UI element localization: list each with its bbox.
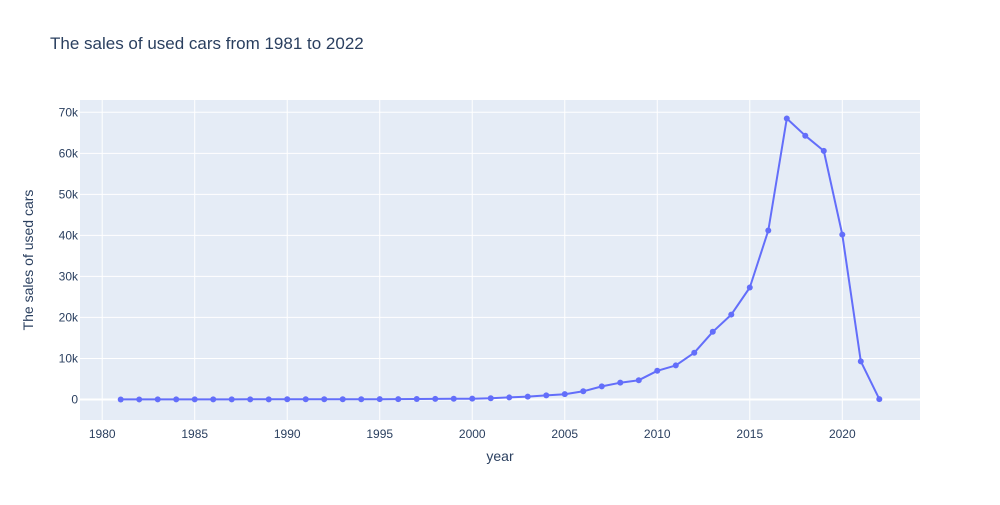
x-tick-label: 1995 <box>366 427 393 441</box>
y-axis-label: The sales of used cars <box>20 190 36 331</box>
x-tick-label: 2015 <box>736 427 763 441</box>
y-tick-label: 50k <box>59 187 79 201</box>
y-tick-label: 20k <box>59 310 79 324</box>
data-point <box>802 132 809 139</box>
data-point <box>173 396 180 403</box>
data-point <box>876 396 883 403</box>
data-point <box>450 395 457 402</box>
data-point <box>117 396 124 403</box>
data-point <box>469 395 476 402</box>
x-tick-label: 2020 <box>829 427 856 441</box>
x-tick-label: 1990 <box>274 427 301 441</box>
y-tick-label: 0 <box>71 392 78 406</box>
data-point <box>136 396 143 403</box>
chart-title: The sales of used cars from 1981 to 2022 <box>50 34 364 53</box>
data-point <box>506 394 513 401</box>
data-point <box>395 396 402 403</box>
data-point <box>284 396 291 403</box>
x-tick-label: 2005 <box>551 427 578 441</box>
data-point <box>432 395 439 402</box>
data-point <box>728 311 735 318</box>
data-point <box>672 362 679 369</box>
data-point <box>598 383 605 390</box>
data-point <box>783 115 790 122</box>
y-tick-label: 60k <box>59 146 79 160</box>
data-point <box>635 377 642 384</box>
data-point <box>487 395 494 402</box>
data-point <box>617 379 624 386</box>
data-point <box>302 396 309 403</box>
x-axis-label: year <box>486 448 514 464</box>
data-point <box>561 391 568 398</box>
plot-area <box>80 100 920 420</box>
data-point <box>524 393 531 400</box>
y-tick-label: 30k <box>59 269 79 283</box>
data-point <box>765 227 772 234</box>
x-tick-label: 2000 <box>459 427 486 441</box>
data-point <box>691 349 698 356</box>
data-point <box>709 328 716 335</box>
data-point <box>154 396 161 403</box>
data-point <box>746 284 753 291</box>
data-point <box>820 147 827 154</box>
data-point <box>376 396 383 403</box>
data-point <box>543 392 550 399</box>
data-point <box>839 231 846 238</box>
data-point <box>413 395 420 402</box>
data-point <box>339 396 346 403</box>
data-point <box>654 367 661 374</box>
series-line <box>120 117 881 401</box>
data-point <box>228 396 235 403</box>
x-tick-label: 1980 <box>89 427 116 441</box>
x-tick-label: 2010 <box>644 427 671 441</box>
data-point <box>191 396 198 403</box>
data-point <box>857 358 864 365</box>
data-point <box>580 388 587 395</box>
data-point <box>247 396 254 403</box>
data-point <box>358 396 365 403</box>
data-point <box>210 396 217 403</box>
x-tick-label: 1985 <box>181 427 208 441</box>
data-point <box>265 396 272 403</box>
y-tick-label: 40k <box>59 228 79 242</box>
data-point <box>321 396 328 403</box>
y-tick-label: 10k <box>59 351 79 365</box>
y-tick-label: 70k <box>59 105 79 119</box>
